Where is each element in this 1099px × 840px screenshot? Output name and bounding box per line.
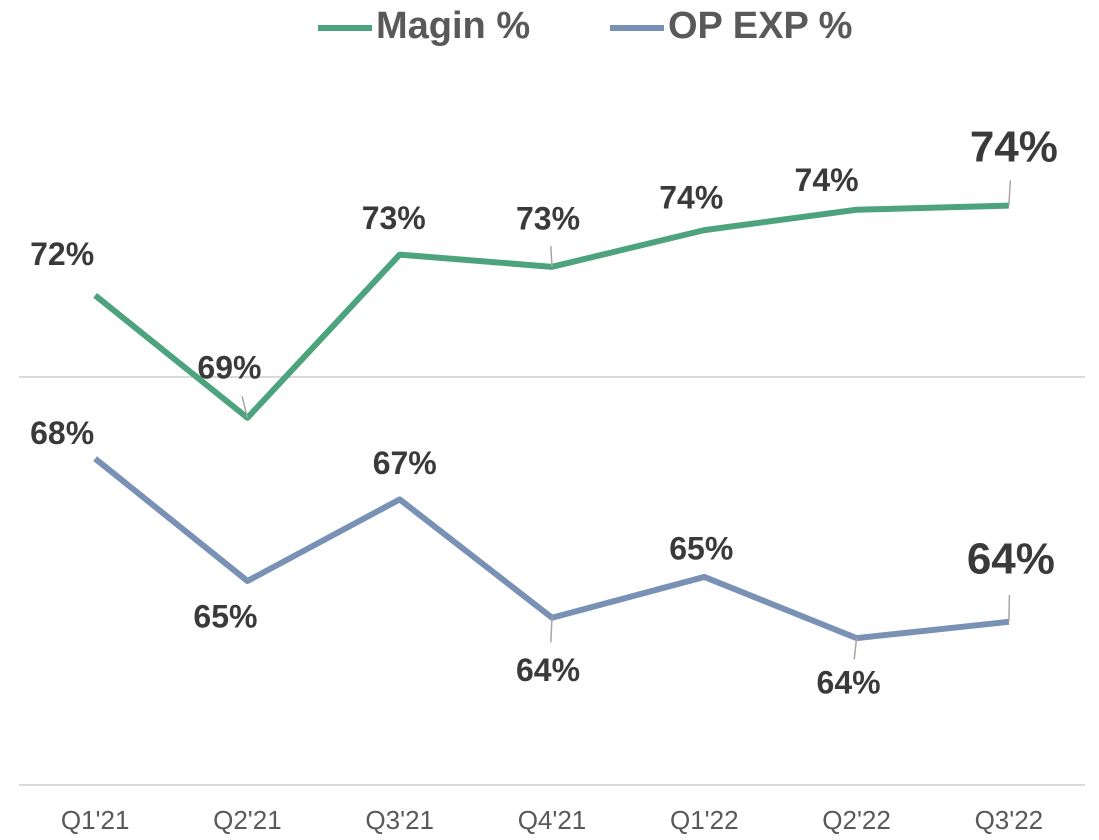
legend-label: Magin % [376, 5, 530, 47]
x-tick-label: Q3'21 [365, 805, 434, 835]
data-label: 72% [30, 236, 94, 272]
legend-label: OP EXP % [668, 5, 852, 47]
leader-line [1008, 180, 1012, 206]
data-label: 73% [516, 200, 580, 236]
data-label: 65% [193, 598, 257, 634]
x-tick-label: Q2'21 [213, 805, 282, 835]
leader-line [241, 396, 249, 418]
leader-line [550, 617, 553, 643]
data-label: 74% [795, 162, 859, 198]
data-label: 64% [516, 652, 580, 688]
data-label: 65% [669, 530, 733, 566]
data-label: 67% [373, 445, 437, 481]
data-label: 73% [362, 200, 426, 236]
data-label: 74% [659, 180, 723, 216]
data-label: 64% [817, 665, 881, 701]
x-tick-label: Q1'21 [61, 805, 130, 835]
x-tick-label: Q2'22 [822, 805, 891, 835]
leader-line [1008, 594, 1011, 622]
data-label: 68% [30, 415, 94, 451]
leader-line [550, 246, 553, 267]
data-label: 69% [197, 349, 261, 385]
x-tick-label: Q4'21 [518, 805, 587, 835]
leader-line [853, 638, 858, 660]
data-label: 64% [967, 534, 1055, 583]
data-label: 74% [970, 122, 1058, 171]
series-line [93, 202, 1009, 421]
x-tick-label: Q3'22 [975, 805, 1044, 835]
x-tick-label: Q1'22 [670, 805, 739, 835]
